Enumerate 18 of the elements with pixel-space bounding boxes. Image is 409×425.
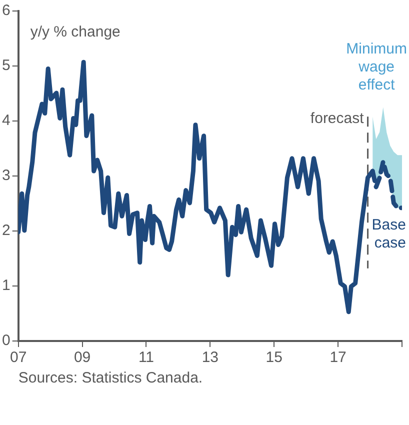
x-tick-label: 11 [138,349,154,366]
x-tick-label: 13 [202,349,219,366]
ref-line-label: forecast [310,110,365,128]
y-axis-title: y/y % change [30,24,120,41]
annotation: Minimum wage effect [346,40,408,94]
y-tick-label: 1 [2,277,10,294]
x-tick-label: 07 [10,349,27,366]
series-label: Base case [372,216,406,252]
y-tick-label: 6 [2,2,10,20]
source-note: Sources: Statistics Canada. [18,370,203,387]
x-tick-label: 17 [330,349,346,366]
y-tick-label: 3 [2,167,10,184]
x-tick-label: 09 [74,349,91,366]
y-tick-label: 5 [2,57,10,74]
x-tick-label: 15 [266,349,282,366]
y-tick-label: 2 [2,222,10,240]
y-tick-label: 4 [2,112,10,130]
y-tick-label: 0 [2,332,10,350]
